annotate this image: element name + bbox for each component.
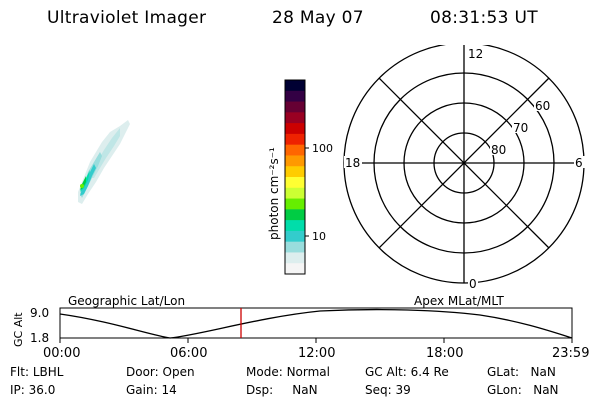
auroral-image bbox=[78, 120, 130, 204]
colorbar-unit-label: photon cm⁻²s⁻¹ bbox=[267, 147, 281, 240]
colorbar-cell bbox=[285, 90, 305, 103]
info-glat: GLat: NaN bbox=[487, 365, 556, 379]
header-date: 28 May 07 bbox=[272, 8, 364, 28]
info-seq: Seq: 39 bbox=[365, 383, 411, 397]
info-ip: IP: 36.0 bbox=[10, 383, 56, 397]
gc-alt-axis-title: GC Alt bbox=[12, 312, 25, 347]
y-tick-1-8: 1.8 bbox=[30, 331, 49, 345]
info-flt: Flt: LBHL bbox=[10, 365, 64, 379]
colorbar-cell bbox=[285, 220, 305, 232]
colorbar-tick-label-10: 10 bbox=[312, 230, 326, 243]
colorbar-cell bbox=[285, 241, 305, 253]
info-dsp: Dsp: NaN bbox=[246, 383, 318, 397]
apex-label: Apex MLat/MLT bbox=[414, 294, 504, 308]
colorbar-gradient bbox=[285, 80, 305, 275]
colorbar-tick-label-100: 100 bbox=[312, 142, 333, 155]
x-tick-1800: 18:00 bbox=[426, 346, 463, 361]
geographic-label: Geographic Lat/Lon bbox=[68, 294, 186, 308]
lat-label-60: 60 bbox=[535, 99, 550, 113]
x-tick-0000: 00:00 bbox=[43, 346, 80, 361]
header-time: 08:31:53 UT bbox=[430, 8, 538, 28]
x-tick-1200: 12:00 bbox=[298, 346, 335, 361]
colorbar-cell bbox=[285, 187, 305, 200]
mlt-label-18: 18 bbox=[345, 156, 360, 170]
altitude-curve bbox=[59, 308, 573, 339]
colorbar-cell bbox=[285, 112, 305, 124]
x-tick-2359: 23:59 bbox=[552, 346, 589, 361]
polar-grid: 12 6 0 18 60 70 80 bbox=[343, 45, 586, 290]
colorbar-cell bbox=[285, 144, 305, 156]
y-tick-9: 9.0 bbox=[30, 306, 49, 320]
colorbar-cell bbox=[285, 123, 305, 135]
colorbar-cell bbox=[285, 263, 305, 275]
colorbar-frame bbox=[284, 79, 306, 275]
info-mode: Mode: Normal bbox=[246, 365, 330, 379]
colorbar-cell bbox=[285, 177, 305, 189]
mlt-label-0: 0 bbox=[469, 277, 477, 290]
info-glon: GLon: NaN bbox=[487, 383, 559, 397]
info-door: Door: Open bbox=[126, 365, 195, 379]
x-tick-0600: 06:00 bbox=[170, 346, 207, 361]
colorbar: 100 10 photon cm⁻²s⁻¹ bbox=[267, 79, 333, 275]
polar-diagonal-2 bbox=[378, 77, 550, 249]
colorbar-cell bbox=[285, 230, 305, 243]
aurora-emission-blob bbox=[78, 120, 130, 204]
colorbar-cell bbox=[285, 155, 305, 167]
lat-label-80: 80 bbox=[491, 143, 506, 157]
mlt-label-12: 12 bbox=[468, 47, 483, 61]
colorbar-cell bbox=[285, 252, 305, 264]
colorbar-cell bbox=[285, 101, 305, 113]
colorbar-cell bbox=[285, 80, 305, 92]
colorbar-cell bbox=[285, 133, 305, 146]
imager-title: Ultraviolet Imager bbox=[47, 8, 207, 28]
info-gc-alt: GC Alt: 6.4 Re bbox=[365, 365, 449, 379]
timeline-frame bbox=[59, 307, 573, 339]
orbit-altitude-plot: GC Alt 9.0 1.8 00:00 06:00 12:00 18:00 2… bbox=[12, 306, 589, 361]
lat-label-70: 70 bbox=[513, 121, 528, 135]
mlt-label-6: 6 bbox=[575, 156, 583, 170]
info-gain: Gain: 14 bbox=[126, 383, 177, 397]
colorbar-cell bbox=[285, 198, 305, 210]
colorbar-cell bbox=[285, 166, 305, 178]
colorbar-cell bbox=[285, 209, 305, 221]
